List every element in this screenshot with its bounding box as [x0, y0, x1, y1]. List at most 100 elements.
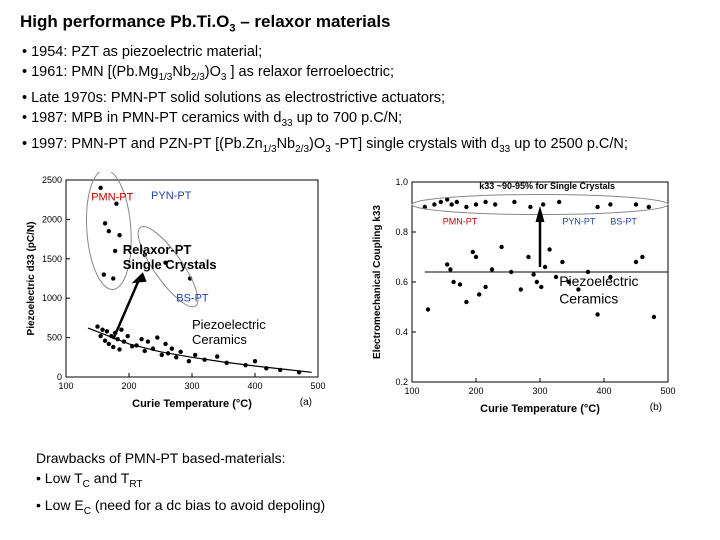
top-note-label: k33 ~90-95% for Single Crystals — [479, 181, 615, 191]
data-point — [101, 272, 107, 277]
data-point — [422, 204, 427, 210]
chart-d33-vs-curie: 100 200 300 400 500 0 500 1000 1500 2000 2500 Curie… — [26, 172, 326, 410]
data-point — [95, 324, 100, 329]
improvement-arrowhead — [131, 272, 147, 284]
data-point — [178, 349, 183, 354]
history-bullets: • 1954: PZT as piezoelectric material; •… — [22, 42, 712, 160]
y-tick-label: 1.0 — [395, 177, 408, 187]
data-point — [473, 254, 479, 260]
data-point — [106, 341, 112, 347]
data-point — [104, 329, 110, 334]
data-point — [651, 314, 657, 320]
data-point — [451, 279, 456, 285]
x-axis-label: Curie Temperature (°C) — [132, 398, 252, 410]
data-point — [163, 260, 168, 265]
data-point — [125, 333, 130, 339]
data-point — [608, 274, 613, 280]
x-tick-label: 100 — [404, 386, 419, 396]
data-point — [557, 199, 562, 205]
y-tick-label: 500 — [47, 333, 62, 343]
panel-label: (a) — [300, 397, 312, 408]
data-point — [114, 201, 119, 206]
data-point — [518, 287, 523, 292]
data-point — [608, 202, 613, 207]
data-point — [163, 341, 168, 347]
pyn-ellipse — [137, 226, 199, 308]
data-point — [155, 335, 160, 340]
data-point — [192, 352, 198, 358]
data-point — [539, 284, 544, 290]
data-point — [252, 359, 258, 364]
y-tick-label: 0.6 — [395, 277, 408, 287]
drawback-low-tc: • Low TC and TRT — [36, 470, 143, 490]
page-title: High performance Pb.Ti.O3 – relaxor mate… — [20, 12, 391, 35]
data-point — [445, 262, 450, 267]
bullet-1987: • 1987: MPB in PMN-PT ceramics with d33 … — [22, 109, 403, 129]
data-point — [186, 359, 192, 364]
data-point — [215, 354, 220, 359]
y-tick-label: 2000 — [42, 214, 62, 224]
drawbacks-heading: Drawbacks of PMN-PT based-materials: — [36, 450, 286, 466]
data-point — [432, 202, 437, 207]
data-point — [470, 249, 475, 255]
data-point — [169, 346, 175, 351]
data-point — [576, 287, 581, 292]
data-point — [457, 282, 463, 287]
data-point — [119, 327, 124, 332]
trend-line — [87, 327, 312, 373]
y-tick-label: 0.4 — [395, 327, 408, 337]
data-point — [454, 199, 459, 205]
improvement-arrowhead — [535, 205, 545, 222]
x-tick-label: 500 — [310, 381, 325, 391]
data-point — [438, 199, 443, 205]
x-tick-label: 300 — [184, 381, 199, 391]
data-point — [493, 202, 498, 207]
data-point — [547, 247, 552, 252]
ceramics-label-2: Ceramics — [559, 290, 618, 306]
improvement-arrow — [112, 280, 140, 340]
x-tick-label: 500 — [660, 386, 675, 396]
bullet-1997: • 1997: PMN-PT and PZN-PT [(Pb.Zn1/3Nb2/… — [22, 135, 628, 155]
bullet-1961: • 1961: PMN [(Pb.Mg1/3Nb2/3)O3 ] as rela… — [22, 64, 395, 83]
data-point — [483, 284, 488, 290]
data-point — [174, 355, 179, 360]
bs-label: BS-PT — [176, 292, 209, 304]
x-tick-label: 200 — [121, 381, 136, 391]
y-tick-label: 0.8 — [395, 227, 408, 237]
pmn-label: PMN-PT — [443, 217, 478, 227]
data-point — [142, 348, 147, 354]
data-point — [566, 279, 571, 285]
data-point — [595, 204, 600, 210]
pyn-label: PYN-PT — [562, 217, 596, 227]
x-tick-label: 200 — [468, 386, 483, 396]
data-point — [473, 202, 479, 207]
data-point — [449, 202, 454, 207]
data-point — [560, 259, 565, 265]
drawbacks-text: Drawbacks of PMN-PT based-materials: • L… — [36, 448, 325, 522]
data-point — [483, 199, 488, 205]
ceramics-label-1: Piezoelectric — [559, 273, 638, 289]
data-point — [98, 185, 103, 191]
data-point — [640, 254, 645, 260]
data-point — [445, 197, 450, 202]
bullet-1954: • 1954: PZT as piezoelectric material; — [22, 44, 263, 60]
pmn-ellipse — [85, 172, 132, 291]
y-axis-label: Piezoelectric d33 (pC/N) — [26, 222, 37, 336]
ceramics-label-2: Ceramics — [192, 332, 247, 347]
data-point — [117, 232, 122, 238]
data-point — [553, 274, 559, 280]
data-point — [528, 204, 533, 210]
data-point — [145, 339, 151, 344]
data-point — [633, 202, 639, 207]
data-point — [98, 333, 103, 339]
data-point — [477, 292, 482, 297]
y-tick-label: 1500 — [42, 254, 62, 264]
bs-label: BS-PT — [610, 217, 637, 227]
x-tick-label: 400 — [596, 386, 611, 396]
relaxor-label-1: Relaxor-PT — [123, 242, 192, 257]
data-point — [499, 244, 504, 250]
data-point — [102, 338, 108, 343]
data-point — [646, 204, 651, 210]
data-point — [534, 279, 539, 285]
data-point — [106, 229, 112, 234]
